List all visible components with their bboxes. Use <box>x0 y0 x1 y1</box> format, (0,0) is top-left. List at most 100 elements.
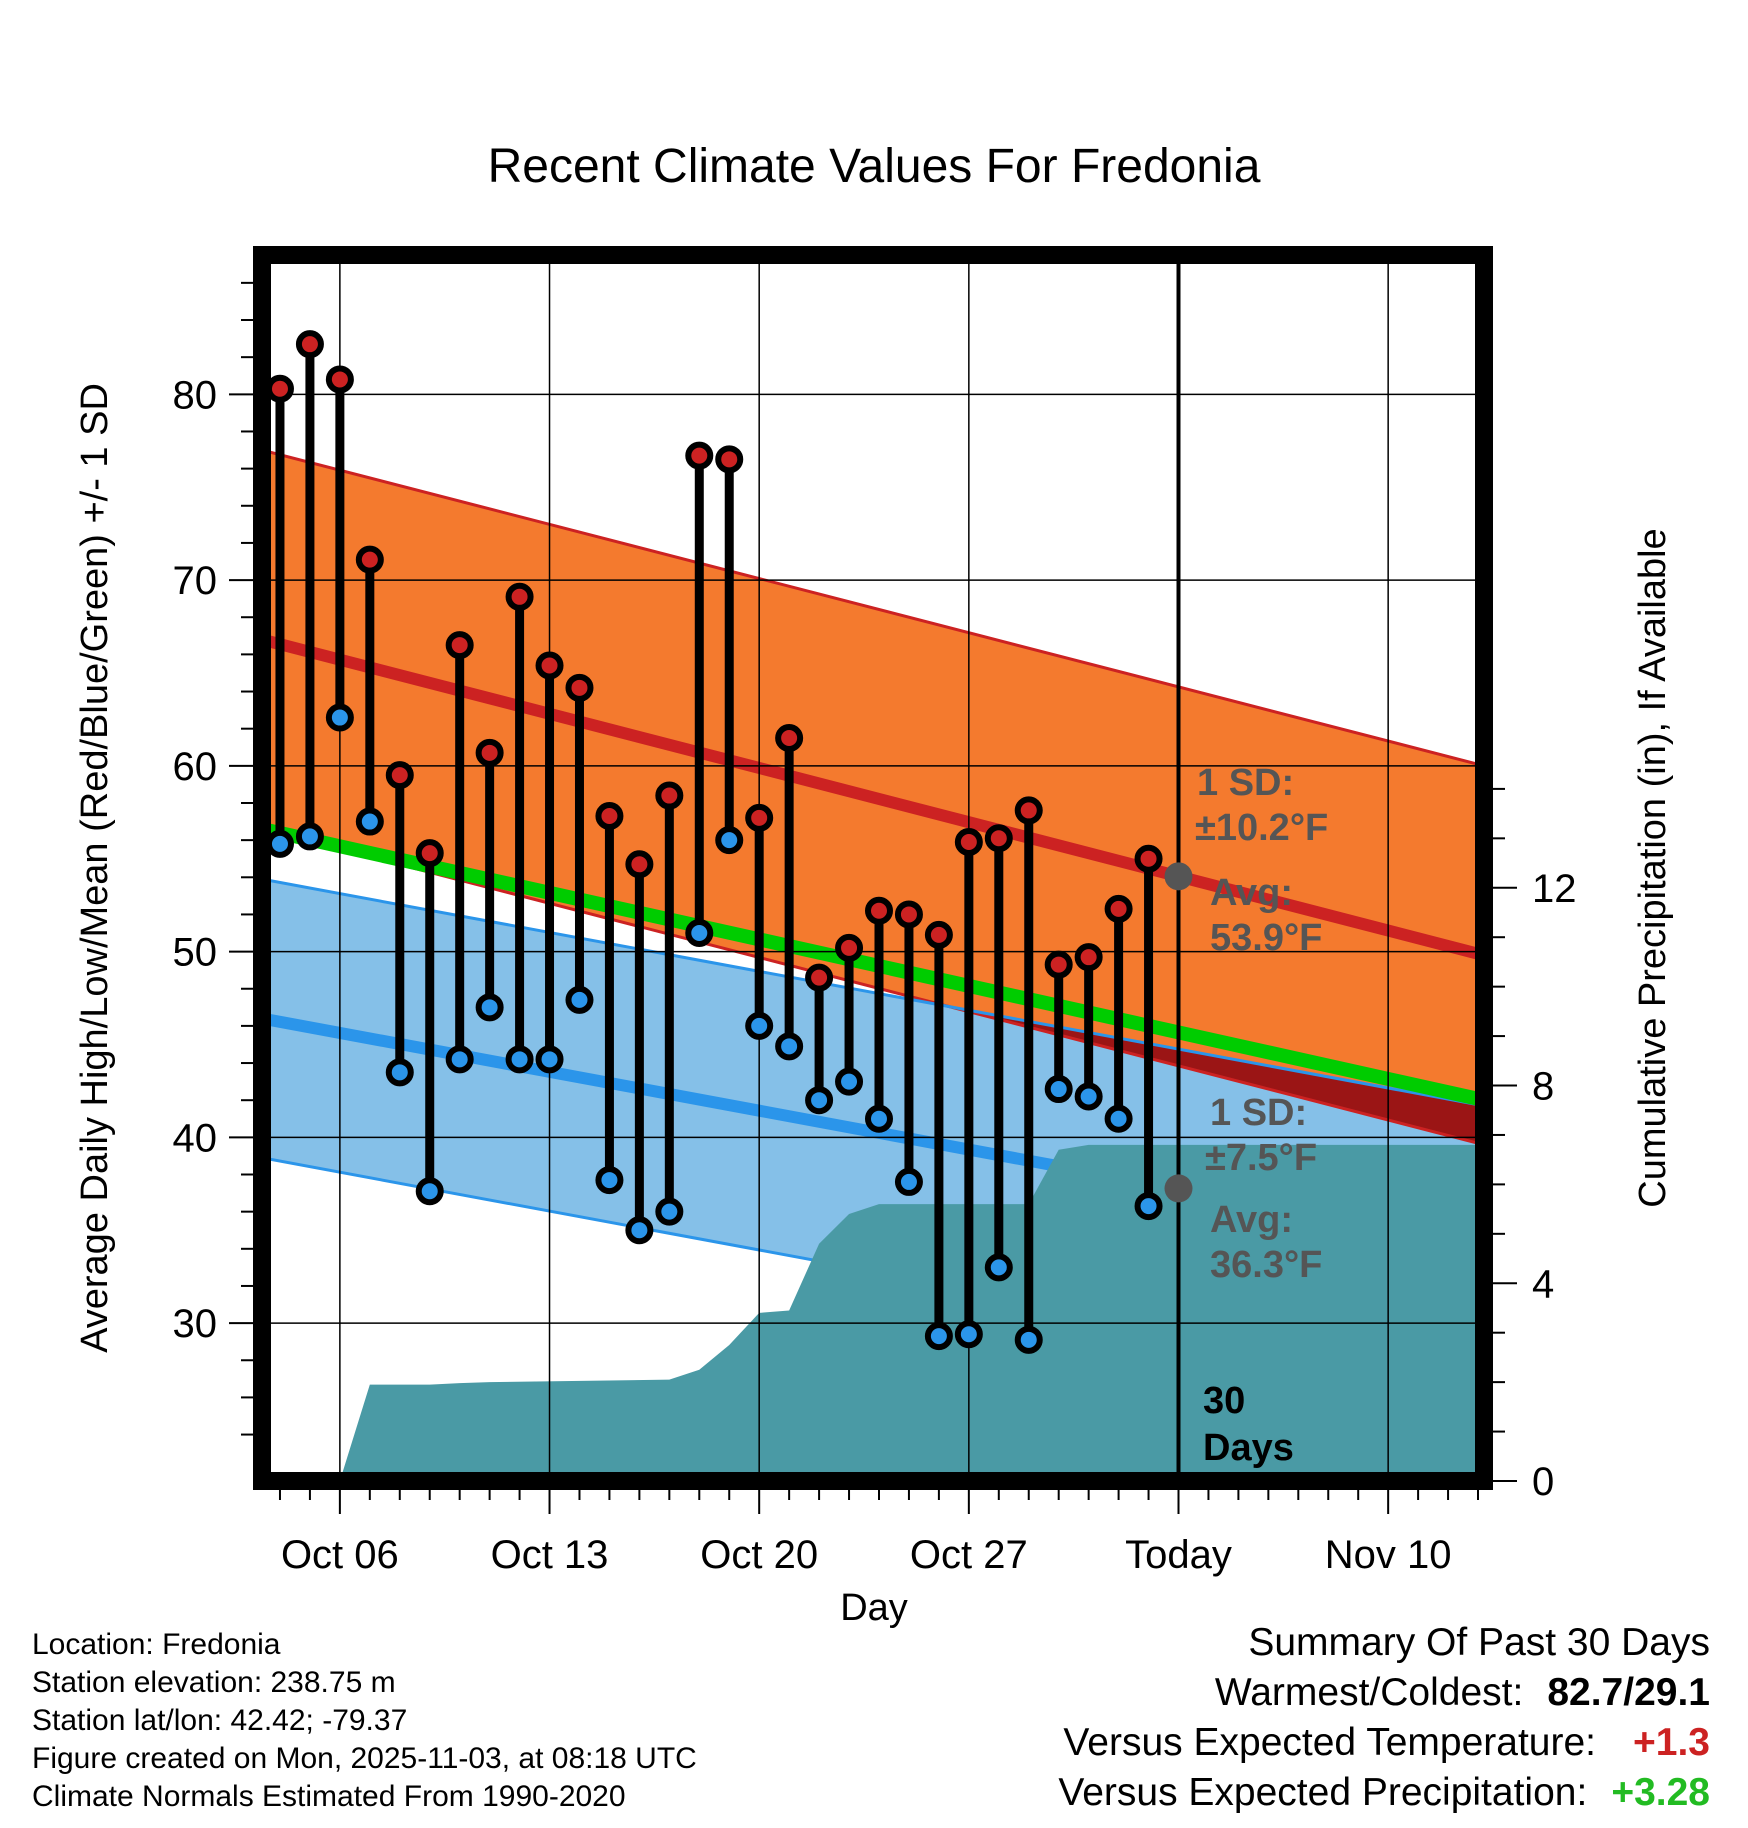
day-low-point <box>835 1067 864 1096</box>
day-low-point <box>745 1011 774 1040</box>
y-tick-label: 70 <box>173 559 218 603</box>
x-tick-label: Oct 06 <box>281 1533 399 1577</box>
temp-value: +1.3 <box>1633 1721 1710 1764</box>
y-right-tick-label: 0 <box>1532 1460 1554 1504</box>
high-avg-label: Avg: <box>1210 872 1293 914</box>
day-high-point <box>1044 950 1073 979</box>
y-right-tick-label: 8 <box>1532 1065 1554 1109</box>
y-tick-label: 60 <box>173 745 218 789</box>
x-tick-label: Oct 13 <box>491 1533 609 1577</box>
day-high-point <box>745 803 774 832</box>
day-low-point <box>565 985 594 1014</box>
y-axis-left: 30 40 50 60 70 80 <box>173 281 253 1436</box>
summary-heading: Summary Of Past 30 Days <box>1248 1621 1710 1664</box>
day-low-point <box>625 1216 654 1245</box>
day-high-point <box>625 850 654 879</box>
day-low-point <box>894 1167 923 1196</box>
day-high-point <box>984 824 1013 853</box>
y-axis-right: 0 4 8 12 <box>1493 787 1577 1504</box>
day-low-point <box>385 1058 414 1087</box>
day-high-point <box>445 631 474 660</box>
day-low-point <box>475 993 504 1022</box>
day-high-point <box>864 896 893 925</box>
y-tick-label: 50 <box>173 931 218 975</box>
day-high-point <box>1074 943 1103 972</box>
x-tick-label: Oct 20 <box>700 1533 818 1577</box>
today-normal-high-marker <box>1164 862 1193 891</box>
day-low-point <box>325 703 354 732</box>
day-low-point <box>415 1177 444 1206</box>
day-low-point <box>655 1197 684 1226</box>
daily-values <box>265 330 1163 1354</box>
day-low-point <box>924 1322 953 1351</box>
day-high-point <box>835 933 864 962</box>
day-high-point <box>685 441 714 470</box>
normal-mean-line <box>262 822 1484 1108</box>
day-high-point <box>265 374 294 403</box>
day-low-point <box>445 1045 474 1074</box>
day-high-point <box>805 963 834 992</box>
low-sd-value: ±7.5°F <box>1205 1137 1317 1179</box>
summary-precip: Versus Expected Precipitation: +3.28 <box>1058 1768 1710 1818</box>
day-high-point <box>894 900 923 929</box>
days-count: 30 <box>1203 1380 1245 1422</box>
chart-title: Recent Climate Values For Fredonia <box>488 140 1261 193</box>
day-low-point <box>595 1166 624 1195</box>
day-high-point <box>1134 844 1163 873</box>
summary-temp: Versus Expected Temperature: +1.3 <box>1058 1718 1710 1768</box>
y-axis-label-right: Cumulative Precipitation (in), If Availa… <box>1632 528 1674 1207</box>
x-tick-label: Today <box>1125 1533 1232 1577</box>
day-low-point <box>805 1086 834 1115</box>
day-high-point <box>595 801 624 830</box>
high-sd-label: 1 SD: <box>1197 762 1294 804</box>
day-high-point <box>565 673 594 702</box>
low-avg-label: Avg: <box>1210 1199 1293 1241</box>
day-high-point <box>715 445 744 474</box>
day-low-point <box>1104 1104 1133 1133</box>
day-low-point <box>984 1253 1013 1282</box>
cumulative-precip-area <box>339 1144 1484 1481</box>
day-low-point <box>505 1045 534 1074</box>
day-low-point <box>775 1032 804 1061</box>
day-low-point <box>954 1320 983 1349</box>
figure-created: Figure created on Mon, 2025-11-03, at 08… <box>32 1742 697 1775</box>
x-tick-label: Nov 10 <box>1325 1533 1452 1577</box>
low-avg-value: 36.3°F <box>1210 1244 1322 1286</box>
day-high-point <box>535 651 564 680</box>
climate-normals-note: Climate Normals Estimated From 1990-2020 <box>32 1780 626 1813</box>
day-low-point <box>1134 1192 1163 1221</box>
station-elevation: Station elevation: 238.75 m <box>32 1666 396 1699</box>
day-high-point <box>924 920 953 949</box>
day-high-point <box>475 738 504 767</box>
station-info: Location: Fredonia Station elevation: 23… <box>32 1626 697 1816</box>
temp-label: Versus Expected Temperature: <box>1063 1721 1596 1764</box>
day-low-point <box>1014 1325 1043 1354</box>
x-axis: Oct 06 Oct 13 Oct 20 Oct 27 Today Nov 10 <box>278 1490 1480 1577</box>
day-high-point <box>775 723 804 752</box>
normal-high-line <box>262 633 1484 962</box>
day-high-point <box>295 330 324 359</box>
warmest-coldest-value: 82.7/29.1 <box>1547 1671 1710 1714</box>
day-high-point <box>954 827 983 856</box>
y-tick-label: 30 <box>173 1302 218 1346</box>
day-low-point <box>265 829 294 858</box>
day-low-point <box>355 807 384 836</box>
day-high-point <box>385 761 414 790</box>
high-band-lower-edge <box>262 827 1484 1147</box>
y-right-tick-label: 4 <box>1532 1262 1554 1306</box>
day-high-point <box>355 545 384 574</box>
summary-panel: Summary Of Past 30 Days Warmest/Coldest:… <box>1058 1618 1710 1818</box>
x-tick-label: Oct 27 <box>910 1533 1028 1577</box>
y-tick-label: 80 <box>173 373 218 417</box>
day-low-point <box>1074 1082 1103 1111</box>
warmest-coldest-label: Warmest/Coldest: <box>1214 1671 1524 1714</box>
day-high-point <box>505 582 534 611</box>
x-axis-label: Day <box>840 1587 908 1629</box>
high-avg-value: 53.9°F <box>1210 917 1322 959</box>
precip-value: +3.28 <box>1611 1771 1710 1814</box>
y-tick-label: 40 <box>173 1116 218 1160</box>
day-low-point <box>1044 1075 1073 1104</box>
day-low-point <box>864 1104 893 1133</box>
y-axis-label-left: Average Daily High/Low/Mean (Red/Blue/Gr… <box>74 383 116 1353</box>
